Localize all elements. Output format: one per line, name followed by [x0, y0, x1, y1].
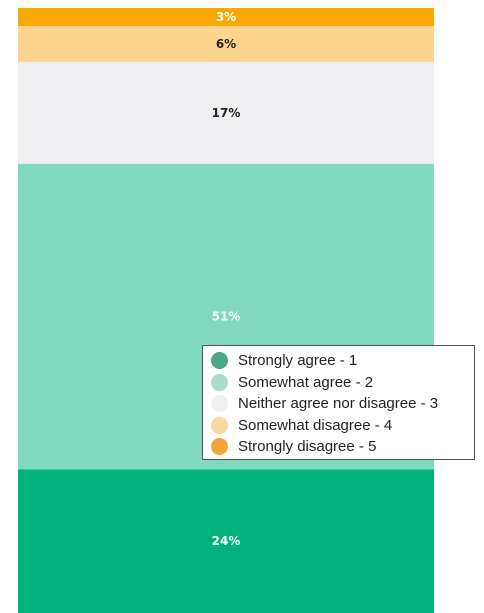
segment-label-somewhat-disagree-4: 6%	[216, 37, 236, 51]
legend-item-somewhat-agree: Somewhat agree - 2	[211, 372, 474, 394]
legend-swatch-strongly-disagree	[211, 438, 228, 456]
segment-label-somewhat-agree-2: 51%	[212, 309, 241, 323]
legend-label-somewhat-agree: Somewhat agree - 2	[238, 373, 374, 391]
legend-swatch-somewhat-disagree	[211, 416, 228, 434]
bar-segment-somewhat-disagree-4	[18, 25, 434, 62]
legend-label-somewhat-disagree: Somewhat disagree - 4	[238, 416, 393, 434]
bar-segment-strongly-disagree-5	[18, 8, 434, 26]
segment-label-strongly-disagree-5: 3%	[216, 10, 236, 24]
legend-swatch-somewhat-agree	[211, 373, 228, 391]
bar-segment-neither-agree-nor-disagree-3	[18, 61, 434, 164]
segment-label-neither-agree-nor-disagree-3: 17%	[212, 106, 241, 120]
legend-label-strongly-disagree: Strongly disagree - 5	[238, 438, 377, 456]
legend-swatch-neither	[211, 395, 228, 413]
segment-label-strongly-agree-1: 24%	[212, 534, 241, 548]
legend-item-neither: Neither agree nor disagree - 3	[211, 393, 474, 415]
legend-label-neither: Neither agree nor disagree - 3	[238, 395, 439, 413]
legend-label-strongly-agree: Strongly agree - 1	[238, 352, 358, 370]
segment-labels: 24% 51% 17% 6% 3%	[212, 10, 241, 548]
legend-item-somewhat-disagree: Somewhat disagree - 4	[211, 415, 474, 437]
legend-swatch-strongly-agree	[211, 352, 228, 370]
legend-item-strongly-agree: Strongly agree - 1	[211, 350, 474, 372]
stacked-bar	[18, 8, 434, 613]
bar-segment-strongly-agree-1	[18, 469, 434, 613]
legend-item-strongly-disagree: Strongly disagree - 5	[211, 436, 474, 458]
chart-legend: Strongly agree - 1 Somewhat agree - 2 Ne…	[202, 345, 475, 460]
